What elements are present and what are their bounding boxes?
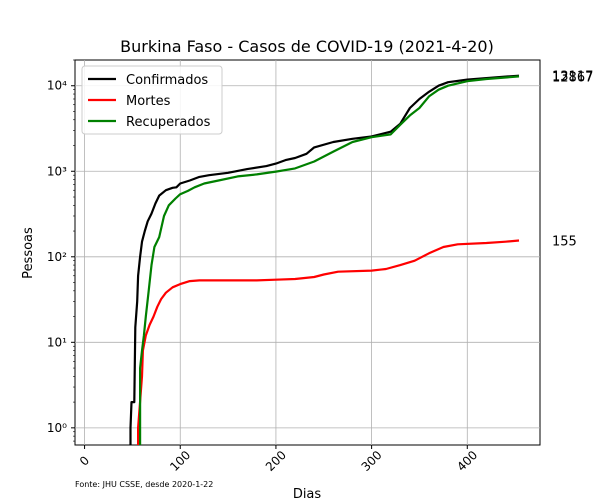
end-label-confirmados: 13117: [552, 70, 593, 85]
end-labels: 13117 155 12867: [552, 70, 593, 250]
y-tick-label: 10²: [47, 250, 67, 264]
legend-label-mortes: Mortes: [126, 94, 171, 109]
source-note: Fonte: JHU CSSE, desde 2020-1-22: [75, 480, 213, 489]
series-line-mortes: [137, 239, 520, 445]
y-tick-label: 10³: [47, 164, 67, 178]
y-tick-label: 10⁴: [47, 79, 67, 93]
x-tick-label: 400: [454, 448, 480, 474]
y-axis-label: Pessoas: [21, 227, 36, 279]
end-label-recuperados: 12867: [552, 70, 593, 85]
legend-label-confirmados: Confirmados: [126, 73, 208, 88]
legend-label-recuperados: Recuperados: [126, 115, 211, 130]
series-line-recuperados: [139, 75, 520, 445]
y-tick-label: 10¹: [47, 335, 67, 349]
x-tick-label: 100: [167, 448, 193, 474]
y-tick-label: 10⁰: [47, 421, 67, 435]
x-tick-label: 300: [359, 448, 385, 474]
series-lines: [129, 74, 520, 445]
x-tick-label: 200: [263, 448, 289, 474]
end-label-mortes: 155: [552, 235, 577, 250]
x-tick-label: 0: [77, 453, 92, 468]
series-line-confirmados: [129, 74, 520, 445]
plot-frame: [74, 59, 541, 446]
x-axis-label: Dias: [293, 487, 322, 500]
chart-title: Burkina Faso - Casos de COVID-19 (2021-4…: [120, 37, 494, 56]
legend-box: [81, 65, 223, 135]
legend: Confirmados Mortes Recuperados: [81, 65, 223, 135]
